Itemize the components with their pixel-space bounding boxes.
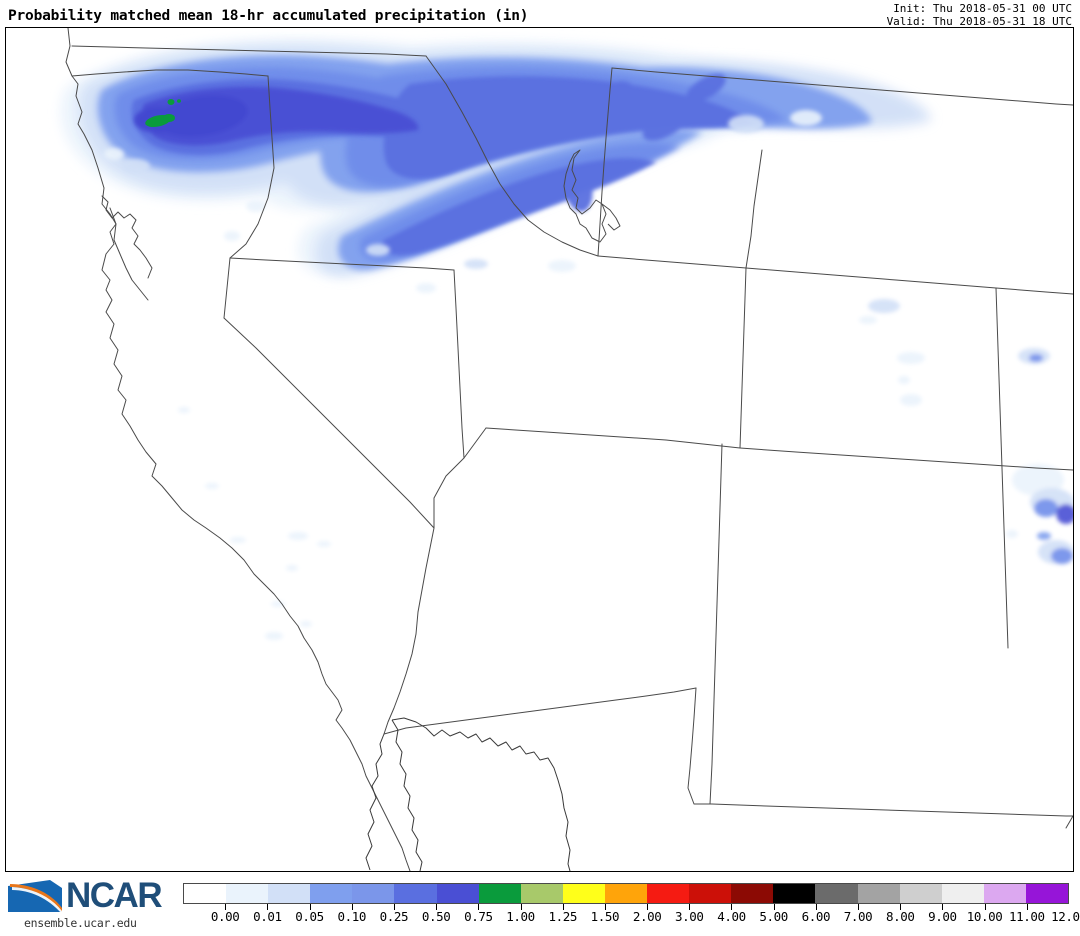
colorbar-tick-7 bbox=[520, 904, 522, 910]
peak-precip-core bbox=[145, 99, 181, 128]
colorbar-tick-4 bbox=[393, 904, 395, 910]
colorbar-tick-label-5: 0.50 bbox=[421, 909, 451, 924]
state-boundaries bbox=[65, 28, 1073, 871]
colorbar-tick-17 bbox=[942, 904, 944, 910]
colorbar-segment-14 bbox=[773, 884, 816, 903]
colorbar-segment-11 bbox=[647, 884, 690, 903]
ncar-logo[interactable]: NCAR ensemble.ucar.edu bbox=[6, 876, 171, 934]
precipitation-field bbox=[60, 39, 1073, 640]
colorbar-tick-label-8: 1.25 bbox=[548, 909, 577, 924]
colorbar-tick-label-13: 5.00 bbox=[759, 909, 788, 924]
colorbar-tick-label-15: 7.00 bbox=[843, 909, 873, 924]
colorbar-tick-label-11: 3.00 bbox=[675, 909, 704, 924]
valid-time: Valid: Thu 2018-05-31 18 UTC bbox=[886, 14, 1072, 28]
colorbar-segment-4 bbox=[352, 884, 395, 903]
colorbar-tick-2 bbox=[309, 904, 311, 910]
init-time: Init: Thu 2018-05-31 00 UTC bbox=[893, 2, 1072, 15]
great-salt-lake bbox=[563, 149, 621, 243]
colorbar-tick-label-19: 11.00 bbox=[1008, 909, 1045, 924]
colorbar-tick-14 bbox=[815, 904, 817, 910]
colorbar-segment-17 bbox=[899, 884, 942, 903]
colorbar-segment-5 bbox=[394, 884, 437, 903]
colorbar-segment-6 bbox=[436, 884, 479, 903]
colorbar-ticks bbox=[183, 904, 1069, 910]
colorbar-tick-11 bbox=[689, 904, 691, 910]
colorbar-segment-3 bbox=[310, 884, 353, 903]
colorbar-segment-10 bbox=[604, 884, 648, 903]
ncar-logo-url: ensemble.ucar.edu bbox=[24, 916, 137, 930]
ncar-logo-mark bbox=[8, 880, 62, 914]
ncar-logo-text: NCAR bbox=[66, 876, 163, 915]
colorbar-tick-label-2: 0.05 bbox=[295, 909, 324, 924]
colorbar-tick-16 bbox=[900, 904, 902, 910]
colorbar-tick-label-10: 2.00 bbox=[632, 909, 662, 924]
colorbar-segment-16 bbox=[857, 884, 900, 903]
colorbar-segment-7 bbox=[478, 884, 521, 903]
colorbar-tick-label-17: 9.00 bbox=[928, 909, 957, 924]
colorbar-segment-18 bbox=[941, 884, 984, 903]
colorbar-tick-5 bbox=[436, 904, 438, 910]
colorbar-segment-1 bbox=[226, 884, 269, 903]
colorbar-tick-label-18: 10.00 bbox=[966, 909, 1003, 924]
colorbar-tick-label-14: 6.00 bbox=[801, 909, 831, 924]
colorbar-segment-9 bbox=[562, 884, 605, 903]
colorbar-tick-label-6: 0.75 bbox=[464, 909, 493, 924]
colorbar[interactable]: 0.00 0.01 0.05 0.10 0.25 0.50 0.75 1.00 1.25 1.50… bbox=[183, 883, 1080, 933]
colorbar-segment-15 bbox=[815, 884, 858, 903]
colorbar-tick-8 bbox=[562, 904, 564, 910]
colorbar-tick-label-0: 0.00 bbox=[210, 909, 240, 924]
colorbar-tick-19 bbox=[1026, 904, 1028, 910]
colorbar-tick-6 bbox=[478, 904, 480, 910]
colorbar-segment-20 bbox=[1025, 884, 1068, 903]
colorbar-segment-12 bbox=[689, 884, 732, 903]
map-panel bbox=[5, 27, 1074, 872]
colorbar-tick-label-4: 0.25 bbox=[379, 909, 409, 924]
colorbar-tick-1 bbox=[267, 904, 269, 910]
colorbar-tick-label-7: 1.00 bbox=[506, 909, 535, 924]
timestamp-block: Init: Thu 2018-05-31 00 UTC Valid: Thu 2… bbox=[886, 2, 1072, 28]
colorbar-tick-13 bbox=[773, 904, 775, 910]
colorbar-tick-label-9: 1.50 bbox=[590, 909, 620, 924]
colorbar-segment-0 bbox=[184, 884, 227, 903]
colorbar-gradient bbox=[183, 883, 1069, 904]
colorbar-tick-label-16: 8.00 bbox=[885, 909, 915, 924]
colorbar-tick-15 bbox=[858, 904, 860, 910]
precipitation-map bbox=[6, 28, 1073, 871]
footer-bar: NCAR ensemble.ucar.edu 0.00 0.01 0.05 0.10 0… bbox=[0, 874, 1080, 936]
colorbar-tick-3 bbox=[351, 904, 353, 910]
colorbar-tick-10 bbox=[647, 904, 649, 910]
baja-coastline bbox=[365, 717, 571, 871]
page-title: Probability matched mean 18-hr accumulat… bbox=[8, 8, 529, 24]
colorbar-tick-label-20: 12.00 bbox=[1051, 909, 1080, 924]
colorbar-labels: 0.00 0.01 0.05 0.10 0.25 0.50 0.75 1.00 1.25 1.50… bbox=[183, 909, 1080, 929]
colorbar-tick-12 bbox=[731, 904, 733, 910]
colorbar-tick-label-12: 4.00 bbox=[717, 909, 746, 924]
colorbar-segment-8 bbox=[520, 884, 563, 903]
colorbar-tick-18 bbox=[984, 904, 986, 910]
colorbar-segment-19 bbox=[983, 884, 1026, 903]
colorbar-tick-label-3: 0.10 bbox=[337, 909, 367, 924]
colorbar-tick-0 bbox=[225, 904, 227, 910]
colorbar-segment-2 bbox=[268, 884, 311, 903]
colorbar-segment-13 bbox=[731, 884, 774, 903]
colorbar-tick-9 bbox=[604, 904, 606, 910]
colorbar-tick-label-1: 0.01 bbox=[253, 909, 282, 924]
